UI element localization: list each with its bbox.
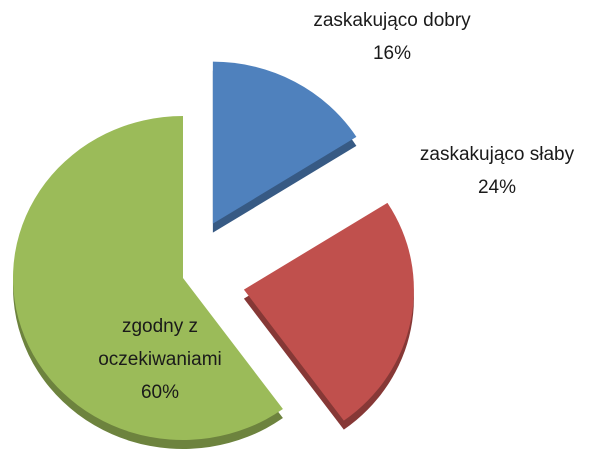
value-label: 24%	[477, 177, 517, 198]
slice	[212, 61, 357, 224]
category-label: zaskakująco słaby	[419, 144, 575, 165]
slice	[12, 116, 283, 440]
data-label: zaskakująco słaby 24%	[392, 138, 598, 204]
value-label: 16%	[372, 43, 412, 64]
data-label: zaskakująco dobry 16%	[282, 4, 502, 70]
category-label: zaskakująco dobry	[313, 10, 471, 31]
value-label: 60%	[140, 382, 180, 403]
category-label: zgodny z oczekiwaniami	[98, 316, 222, 370]
slice	[243, 202, 414, 421]
data-label: zgodny z oczekiwaniami 60%	[70, 310, 250, 409]
